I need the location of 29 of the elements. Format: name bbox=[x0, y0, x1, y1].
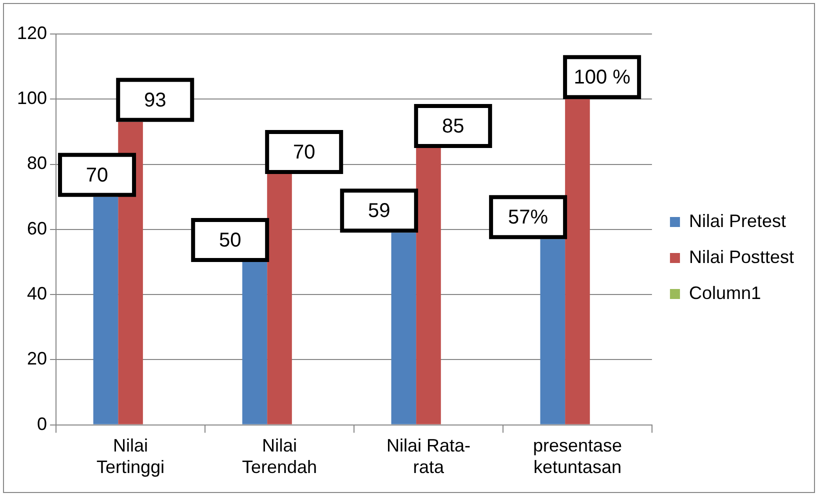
annotation: 70 bbox=[292, 142, 316, 164]
y-tick-label: 0 bbox=[37, 414, 48, 434]
bar bbox=[242, 262, 268, 424]
x-tick-label: Nilai Rata-rata bbox=[386, 436, 471, 478]
y-tick-label: 120 bbox=[16, 22, 48, 43]
y-tick-label: 100 bbox=[16, 88, 48, 108]
legend-label: Column1 bbox=[688, 282, 762, 303]
bar bbox=[391, 232, 416, 424]
data-label: 59 bbox=[368, 200, 390, 222]
x-tick-label: Nilai Terendah bbox=[242, 436, 318, 478]
legend-label: Nilai Posttest bbox=[688, 246, 794, 267]
bar bbox=[565, 99, 590, 424]
bar bbox=[416, 148, 441, 424]
y-tick-label: 40 bbox=[27, 284, 48, 304]
x-tick-label: Nilai Tertinggi bbox=[96, 436, 165, 478]
x-tick-label: presentase ketuntasan bbox=[532, 436, 622, 478]
bar bbox=[540, 239, 566, 424]
bar bbox=[93, 196, 118, 424]
legend-label: Nilai Pretest bbox=[688, 210, 786, 231]
data-label: 85 bbox=[442, 116, 464, 138]
data-label: 100 % bbox=[574, 66, 631, 89]
y-tick-label: 80 bbox=[27, 153, 48, 174]
data-label: 70 bbox=[86, 164, 108, 186]
data-label: 50 bbox=[218, 229, 242, 252]
bar bbox=[267, 174, 292, 424]
data-label: 93 bbox=[144, 89, 166, 112]
data-label: 57% bbox=[508, 206, 548, 229]
y-tick-label: 20 bbox=[27, 348, 48, 369]
y-tick-label: 60 bbox=[27, 218, 48, 238]
